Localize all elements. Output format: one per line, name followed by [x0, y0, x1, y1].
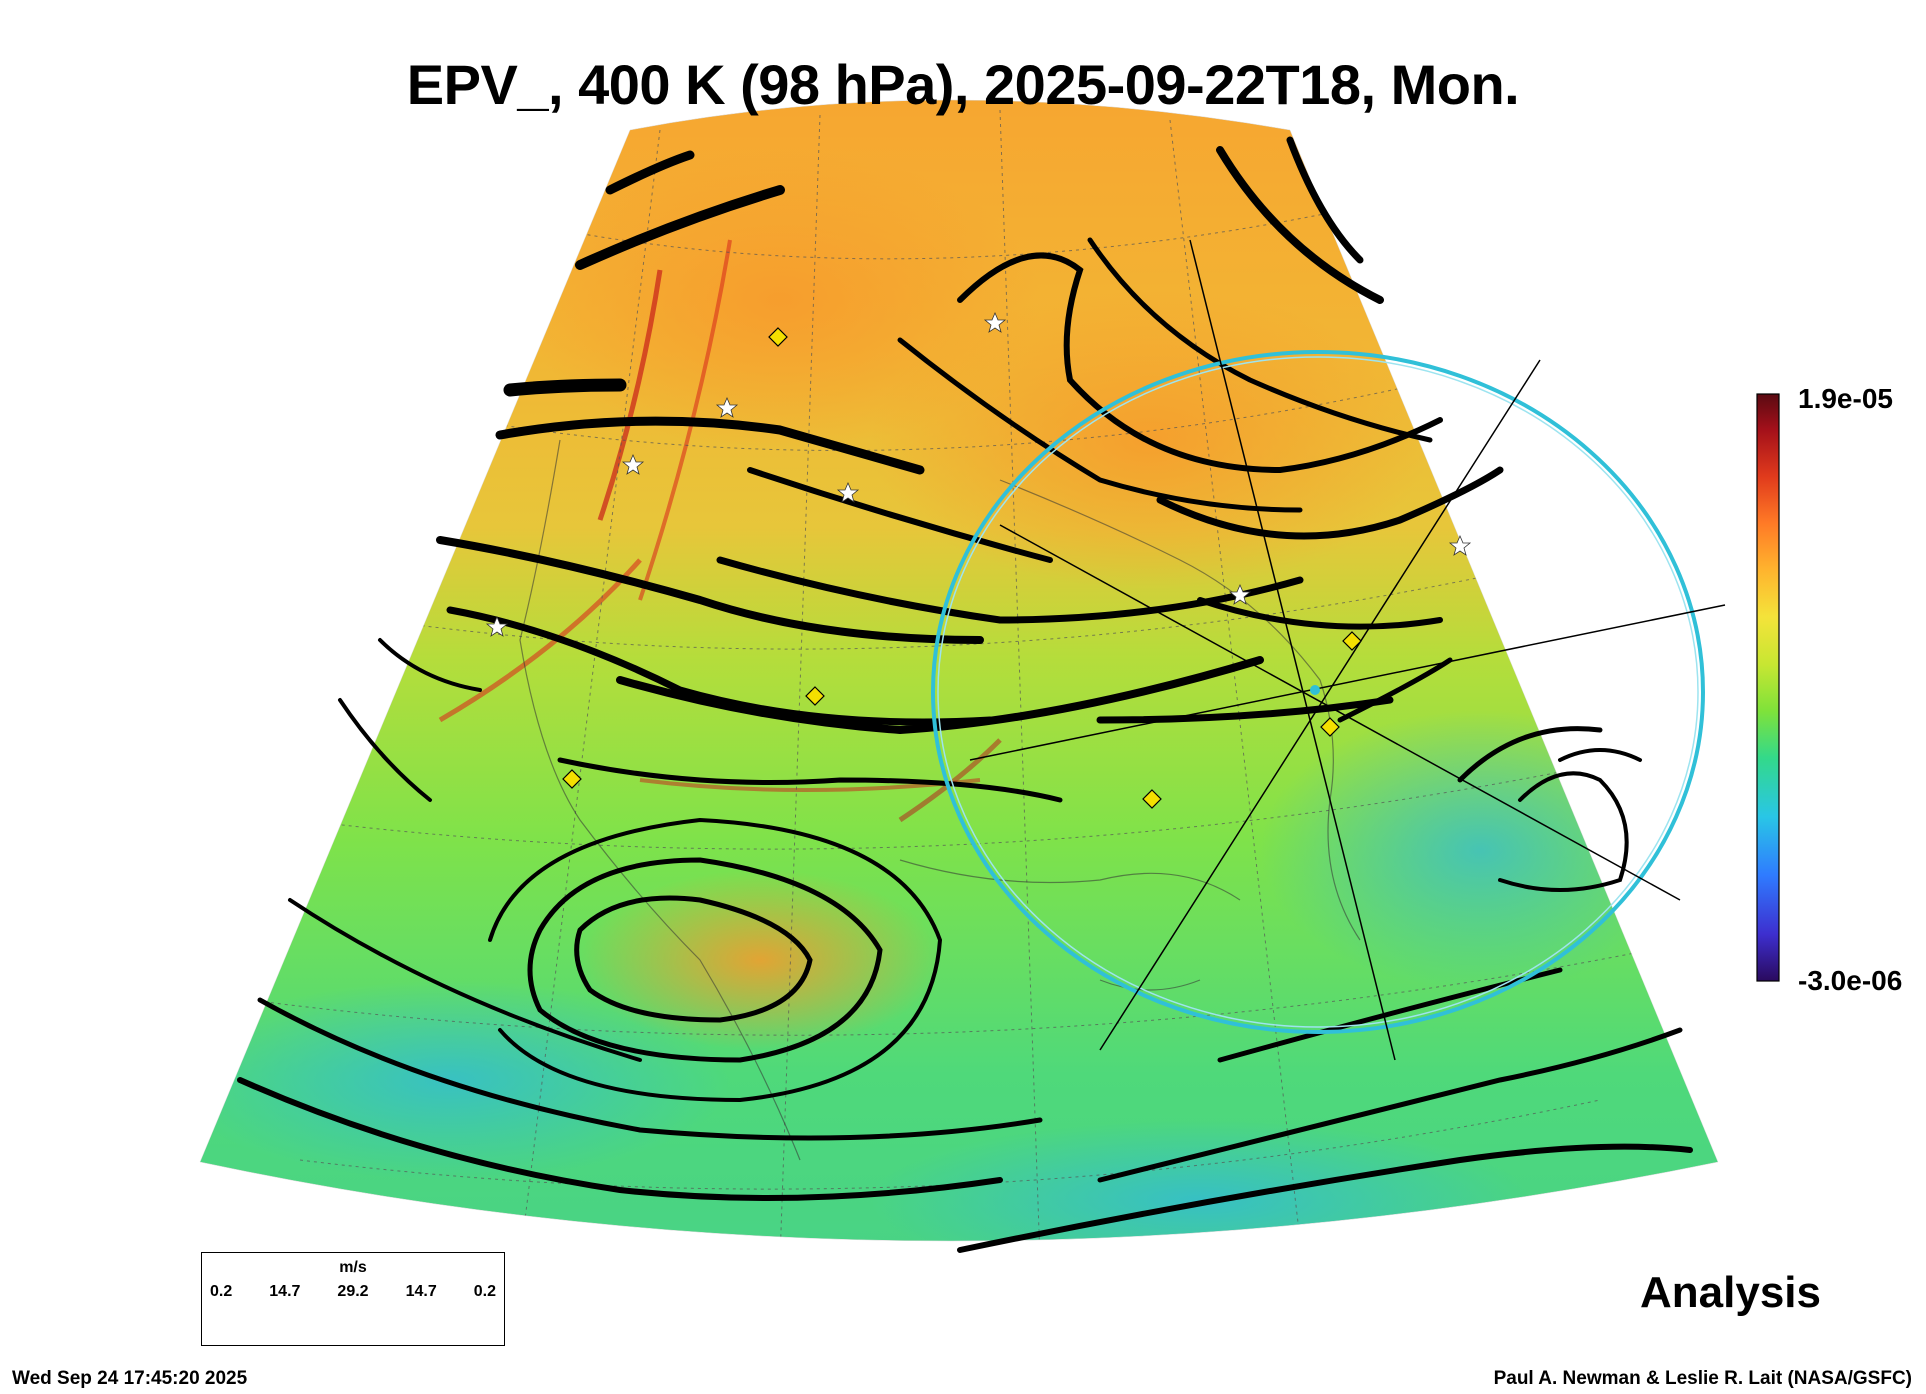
colorbar-max-label: 1.9e-05: [1798, 383, 1893, 414]
streamlines: [237, 136, 1693, 1253]
wind-legend-value: 29.2: [337, 1283, 369, 1300]
wind-legend-unit: m/s: [339, 1259, 367, 1276]
wind-legend-value: 14.7: [269, 1283, 301, 1300]
wind-legend-values: 0.2 14.7 29.2 14.7 0.2: [210, 1283, 496, 1301]
credit: Paul A. Newman & Leslie R. Lait (NASA/GS…: [1493, 1368, 1912, 1389]
epv-field: [200, 100, 1718, 1241]
timestamp: Wed Sep 24 17:45:20 2025: [12, 1368, 248, 1389]
diamond-marker-icon: [562, 327, 1362, 809]
wind-legend-value: 14.7: [405, 1283, 437, 1300]
analysis-label: Analysis: [1640, 1268, 1821, 1317]
focus-circle-icon: [931, 239, 1726, 1061]
wind-legend-value: 0.2: [210, 1283, 233, 1300]
wind-legend-value: 0.2: [473, 1283, 496, 1300]
colorbar-min-label: -3.0e-06: [1798, 965, 1903, 996]
wind-legend: m/s 0.2 14.7 29.2 14.7 0.2: [201, 1252, 505, 1346]
page-title: EPV_, 400 K (98 hPa), 2025-09-22T18, Mon…: [406, 53, 1520, 116]
colorbar: [1756, 393, 1780, 982]
star-marker-icon: [485, 311, 1472, 637]
